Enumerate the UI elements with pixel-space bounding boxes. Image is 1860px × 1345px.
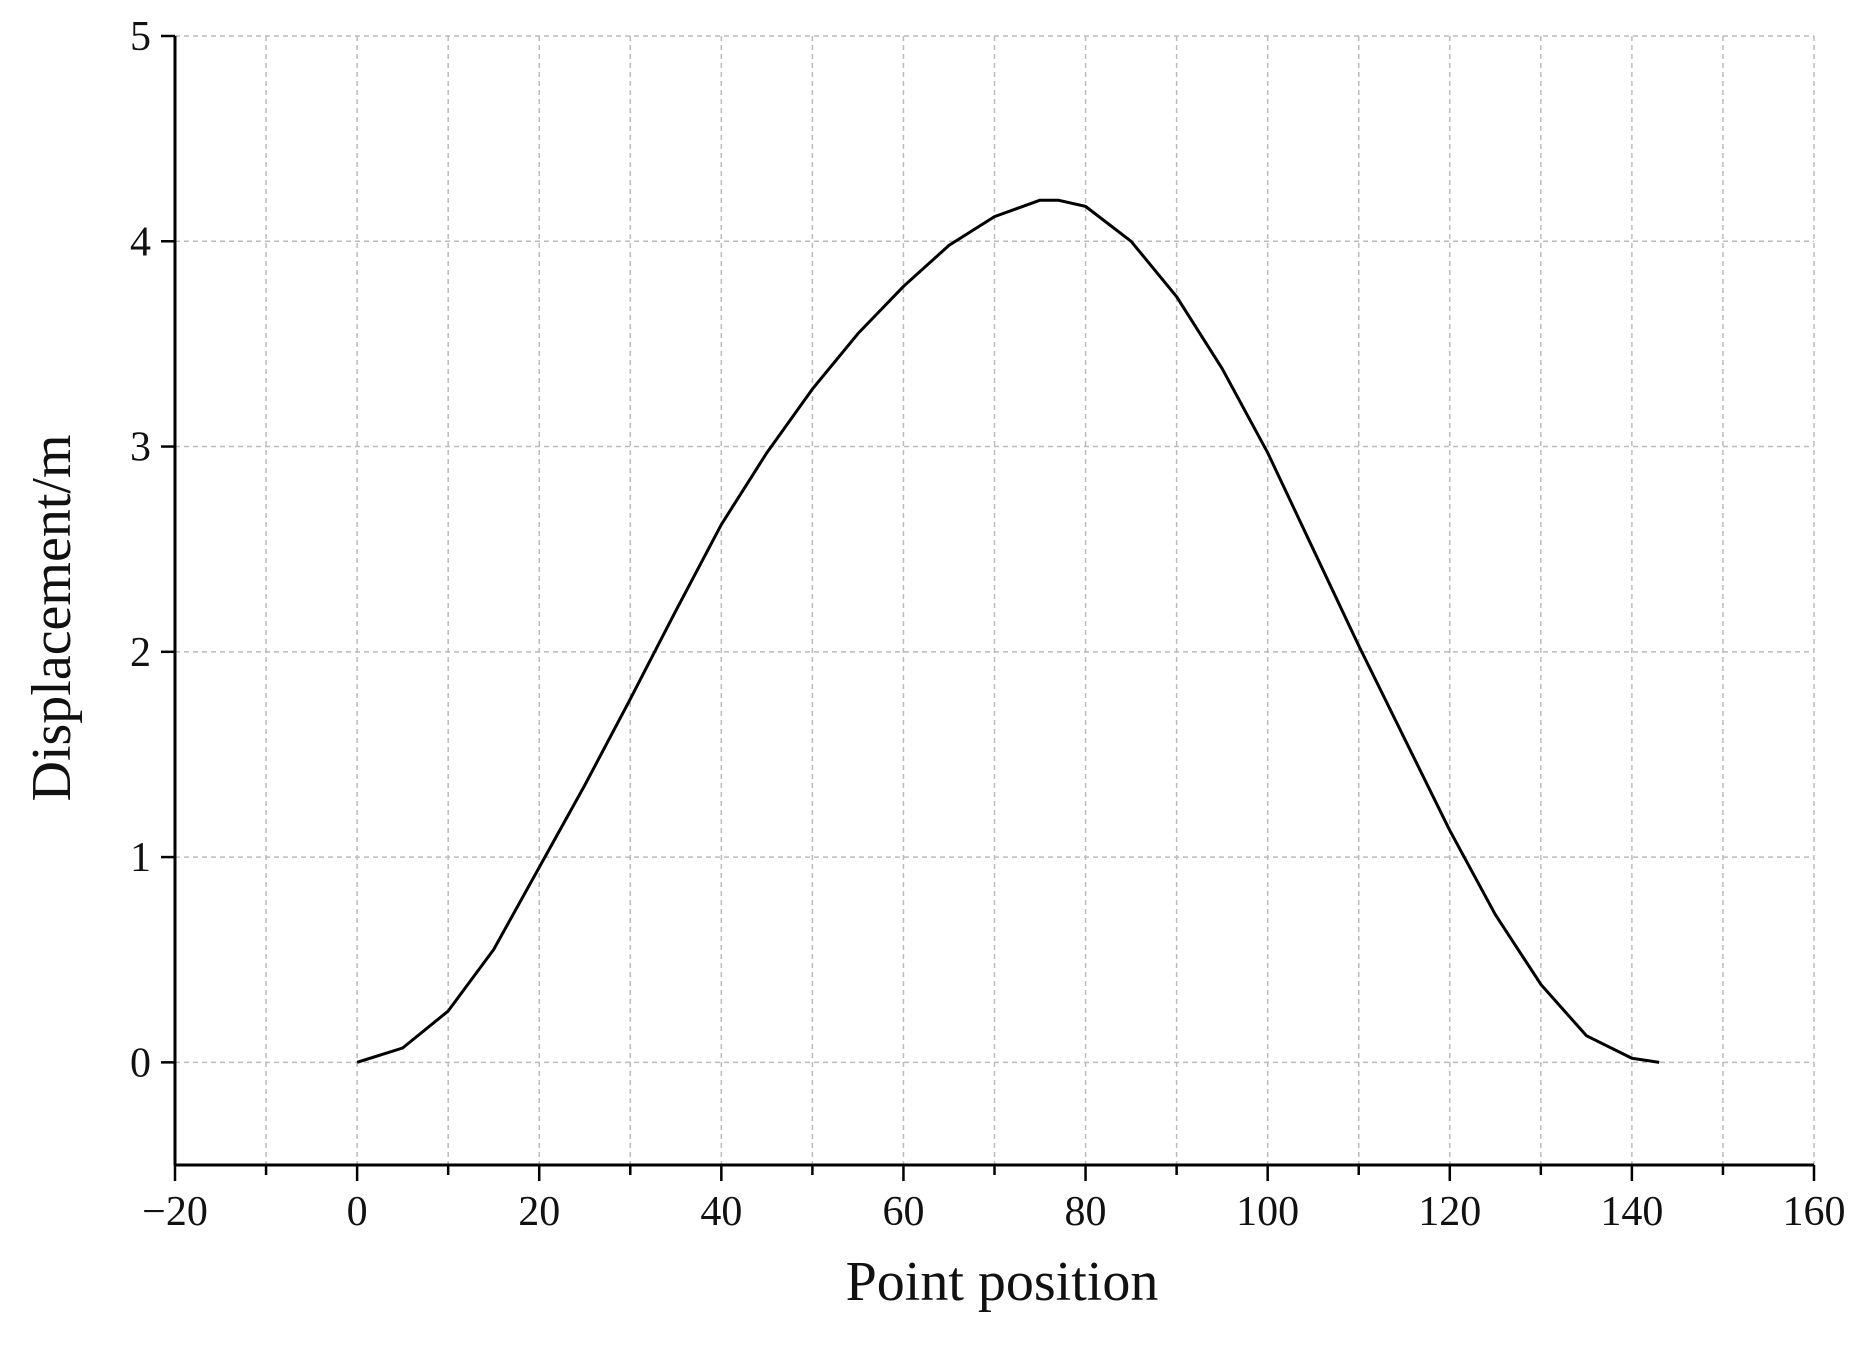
x-axis-label: Point position — [846, 1251, 1159, 1313]
x-tick-label: 120 — [1418, 1189, 1481, 1235]
y-tick-label: 5 — [130, 14, 151, 60]
y-tick-label: 0 — [130, 1040, 151, 1086]
x-tick-label: 140 — [1600, 1189, 1663, 1235]
y-axis-label: Displacement/m — [21, 434, 83, 801]
x-tick-label: 20 — [518, 1189, 560, 1235]
x-tick-label: 160 — [1783, 1189, 1846, 1235]
x-tick-label: 40 — [700, 1189, 742, 1235]
y-tick-label: 1 — [130, 835, 151, 881]
y-tick-label: 4 — [130, 219, 151, 265]
y-tick-label: 2 — [130, 630, 151, 676]
data-line — [356, 198, 1660, 1064]
x-tick-label: 80 — [1065, 1189, 1107, 1235]
x-tick-label: 100 — [1236, 1189, 1299, 1235]
x-tick-label: 60 — [882, 1189, 924, 1235]
x-tick-label: 0 — [347, 1189, 368, 1235]
x-tick-label: −20 — [142, 1189, 208, 1235]
y-tick-label: 3 — [130, 425, 151, 471]
